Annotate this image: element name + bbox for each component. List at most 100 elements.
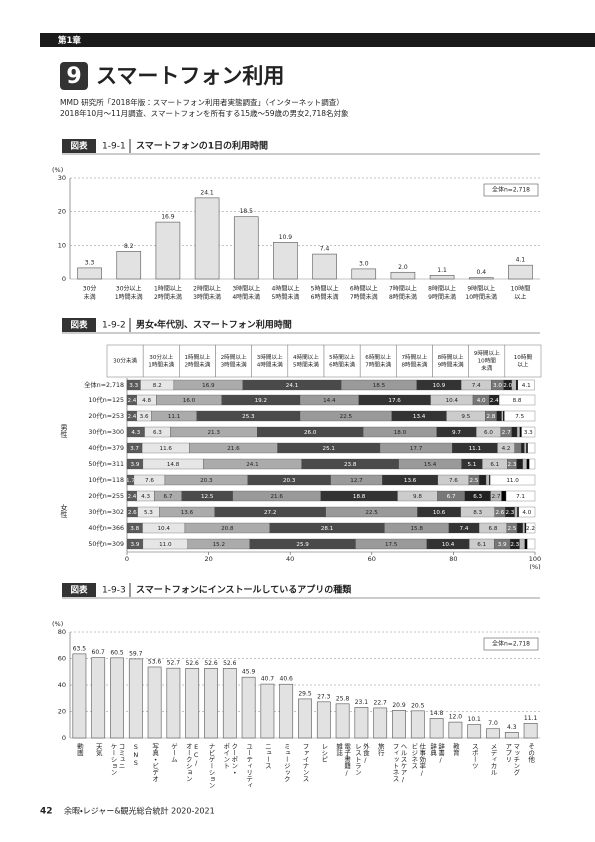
bar bbox=[448, 721, 463, 739]
bar-segment bbox=[514, 442, 522, 454]
x-tick-label: マッチング bbox=[512, 743, 520, 776]
value-label: 16.9 bbox=[161, 214, 175, 221]
value-label: 19.2 bbox=[255, 398, 267, 404]
x-tick-label: ミュージック bbox=[282, 743, 290, 782]
y-tick-label: 60 bbox=[58, 655, 66, 663]
value-label: 63.5 bbox=[73, 645, 87, 652]
x-tick-label: 辞書/ bbox=[437, 743, 445, 764]
x-tick-label: 教育 bbox=[451, 742, 459, 757]
legend-label: 7時間未満 bbox=[365, 360, 391, 368]
value-label: 3.0 bbox=[493, 383, 502, 389]
bar-segment bbox=[516, 379, 519, 391]
y-tick-label: 10 bbox=[58, 241, 66, 249]
figure-title: スマートフォンにインストールしているアプリの種類 bbox=[136, 584, 352, 596]
bar bbox=[110, 657, 124, 739]
value-label: 3.9 bbox=[131, 462, 140, 468]
value-label: 22.5 bbox=[340, 414, 353, 420]
bar bbox=[155, 221, 181, 280]
bar-segment bbox=[511, 426, 518, 438]
legend-label: 6時間未満 bbox=[329, 360, 355, 368]
value-label: 4.3 bbox=[131, 430, 140, 436]
value-label: 7.5 bbox=[515, 414, 524, 420]
x-tick-label: 60 bbox=[368, 555, 376, 563]
value-label: 8.2 bbox=[124, 243, 134, 250]
value-label: 9.7 bbox=[452, 430, 461, 436]
x-tick-label: 4時間未満 bbox=[232, 293, 260, 301]
bar bbox=[222, 668, 237, 739]
bar-segment bbox=[501, 490, 507, 502]
x-tick-label: 9時間以上 bbox=[467, 285, 495, 293]
legend-label: 以上 bbox=[517, 360, 529, 368]
value-label: 4.3 bbox=[507, 724, 517, 731]
bar-segment bbox=[519, 426, 522, 438]
row-label: 40代n=366 bbox=[88, 523, 124, 532]
value-label: 13.6 bbox=[404, 478, 417, 484]
legend-box bbox=[396, 344, 433, 378]
x-tick-label: メディカル bbox=[489, 743, 497, 776]
value-label: 52.6 bbox=[186, 660, 200, 667]
x-tick-label: 電子書籍/ bbox=[343, 743, 351, 777]
bar bbox=[273, 242, 298, 280]
value-label: 25.3 bbox=[242, 414, 255, 420]
value-label: 4.8 bbox=[142, 398, 151, 404]
legend-label: 5時間以上 bbox=[329, 353, 355, 361]
value-label: 0.4 bbox=[476, 269, 486, 276]
legend-label: 5時間未満 bbox=[293, 360, 319, 368]
value-label: 5.1 bbox=[468, 462, 477, 468]
row-label: 20代n=253 bbox=[88, 411, 124, 420]
figure-tag-box bbox=[62, 583, 96, 597]
bar bbox=[128, 658, 143, 739]
book-title: 余暇・レジャー&観光総合統計 2020-2021 bbox=[64, 806, 215, 816]
row-label: 50代n=311 bbox=[88, 459, 124, 468]
chapter-band bbox=[40, 33, 595, 47]
bar bbox=[504, 732, 519, 739]
value-label: 6.0 bbox=[484, 430, 493, 436]
value-label: 8.3 bbox=[473, 510, 482, 516]
x-tick-label: ケーション bbox=[109, 743, 117, 776]
value-label: 1.7 bbox=[126, 478, 135, 484]
bar bbox=[410, 710, 425, 739]
value-label: 2.3 bbox=[510, 542, 519, 548]
value-label: 9.8 bbox=[413, 494, 422, 500]
value-label: 10.4 bbox=[442, 542, 455, 548]
value-label: 21.6 bbox=[271, 494, 284, 500]
bar bbox=[204, 668, 218, 739]
value-label: 23.8 bbox=[344, 462, 357, 468]
x-tick-label: ファイナンス bbox=[301, 743, 309, 783]
value-label: 14.4 bbox=[323, 398, 336, 404]
y-tick-label: 0 bbox=[62, 275, 66, 283]
value-label: 52.7 bbox=[167, 660, 181, 667]
legend-box bbox=[287, 344, 325, 378]
bar bbox=[185, 668, 200, 739]
source-line: 2018年10月～11月調査、スマートフォンを所有する15歳～59歳の男女2,7… bbox=[60, 108, 349, 118]
value-label: 4.3 bbox=[141, 494, 150, 500]
group-label: 男性 bbox=[60, 424, 68, 439]
value-label: 3.3 bbox=[129, 383, 138, 389]
value-label: 60.5 bbox=[110, 649, 124, 656]
value-label: 6.1 bbox=[490, 462, 499, 468]
value-label: 7.4 bbox=[320, 246, 330, 253]
value-label: 17.7 bbox=[410, 446, 423, 452]
bar bbox=[298, 698, 312, 739]
value-label: 7.0 bbox=[488, 720, 498, 727]
x-tick-label: 以上 bbox=[514, 293, 526, 301]
value-label: 4.0 bbox=[522, 510, 531, 516]
bar-segment bbox=[505, 490, 536, 502]
group-label: 女性 bbox=[60, 503, 68, 519]
bar bbox=[429, 718, 444, 739]
bar-segment bbox=[524, 442, 527, 454]
value-label: 18.0 bbox=[394, 430, 407, 436]
bar bbox=[72, 653, 87, 739]
bar bbox=[260, 683, 275, 739]
x-tick-label: ヘルスケア/ bbox=[399, 743, 407, 784]
legend-label: 8時間以上 bbox=[438, 353, 464, 361]
x-tick-label: アプリ bbox=[504, 743, 512, 763]
bar-segment bbox=[519, 538, 525, 550]
bar bbox=[486, 728, 500, 739]
value-label: 2.8 bbox=[486, 414, 495, 420]
value-label: 9.5 bbox=[461, 414, 470, 420]
row-label: 50代n=309 bbox=[88, 539, 124, 548]
legend-box bbox=[142, 344, 180, 378]
value-label: 2.0 bbox=[503, 383, 512, 389]
value-label: 7.4 bbox=[472, 383, 481, 389]
